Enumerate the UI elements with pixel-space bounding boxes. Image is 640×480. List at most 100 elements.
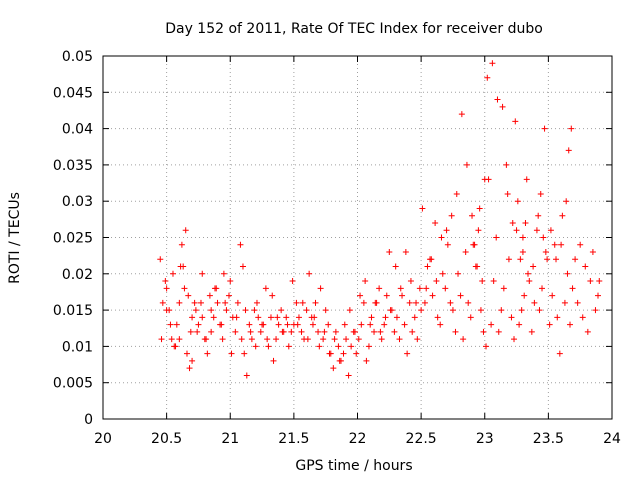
data-point <box>353 350 360 357</box>
data-point <box>191 299 198 306</box>
x-tick-label: 24 <box>603 431 621 447</box>
data-point <box>357 292 364 299</box>
data-point <box>222 299 229 306</box>
data-point <box>219 336 226 343</box>
x-tick-label: 21.5 <box>278 431 309 447</box>
data-point <box>495 328 502 335</box>
data-point <box>372 299 379 306</box>
data-point <box>183 350 190 357</box>
data-point <box>463 161 470 168</box>
data-point <box>572 256 579 263</box>
data-point <box>489 60 496 67</box>
data-point <box>519 234 526 241</box>
data-point <box>449 307 456 314</box>
data-point <box>443 227 450 234</box>
data-point <box>434 314 441 321</box>
data-point <box>197 299 204 306</box>
data-point <box>340 350 347 357</box>
data-point <box>269 292 276 299</box>
y-tick-label: 0.035 <box>53 158 93 174</box>
data-points <box>157 60 603 379</box>
data-point <box>220 270 227 277</box>
data-point <box>312 299 319 306</box>
data-point <box>429 292 436 299</box>
data-point <box>522 219 529 226</box>
data-point <box>341 321 348 328</box>
data-point <box>273 336 280 343</box>
data-point <box>315 328 322 335</box>
data-point <box>376 285 383 292</box>
data-point <box>206 292 213 299</box>
data-point <box>531 299 538 306</box>
data-point <box>331 336 338 343</box>
data-point <box>503 161 510 168</box>
data-point <box>540 234 547 241</box>
x-axis-label: GPS time / hours <box>295 458 412 474</box>
data-point <box>248 336 255 343</box>
data-point <box>467 314 474 321</box>
data-point <box>325 321 332 328</box>
data-point <box>518 307 525 314</box>
data-point <box>265 343 272 350</box>
data-point <box>381 321 388 328</box>
data-point <box>251 307 258 314</box>
data-point <box>158 336 165 343</box>
data-point <box>428 256 435 263</box>
data-point <box>167 321 174 328</box>
data-point <box>404 350 411 357</box>
data-point <box>432 219 439 226</box>
data-point <box>239 263 246 270</box>
data-point <box>558 241 565 248</box>
data-point <box>511 336 518 343</box>
data-point <box>475 227 482 234</box>
data-point <box>298 328 305 335</box>
data-point <box>309 321 316 328</box>
data-point <box>304 336 311 343</box>
data-point <box>362 278 369 285</box>
data-point <box>321 328 328 335</box>
data-point <box>322 307 329 314</box>
data-point <box>542 249 549 256</box>
data-point <box>567 321 574 328</box>
data-point <box>252 343 259 350</box>
data-point <box>584 328 591 335</box>
data-point <box>223 307 230 314</box>
data-point <box>192 307 199 314</box>
data-point <box>189 357 196 364</box>
data-point <box>225 292 232 299</box>
data-point <box>346 307 353 314</box>
data-point <box>355 336 362 343</box>
data-point <box>563 198 570 205</box>
data-point <box>413 299 420 306</box>
data-point <box>169 270 176 277</box>
x-tick-label: 20.5 <box>151 431 182 447</box>
data-point <box>232 328 239 335</box>
data-point <box>508 314 515 321</box>
data-point <box>460 336 467 343</box>
data-point <box>311 314 318 321</box>
data-point <box>335 343 342 350</box>
data-point <box>386 249 393 256</box>
data-point <box>330 365 337 372</box>
data-point <box>493 234 500 241</box>
data-point <box>574 299 581 306</box>
data-point <box>469 212 476 219</box>
data-point <box>203 336 210 343</box>
data-point <box>582 263 589 270</box>
data-point <box>187 328 194 335</box>
data-point <box>402 249 409 256</box>
data-point <box>505 256 512 263</box>
data-point <box>544 256 551 263</box>
data-point <box>283 314 290 321</box>
data-point <box>332 328 339 335</box>
data-point <box>537 190 544 197</box>
data-point <box>465 299 472 306</box>
data-point <box>561 299 568 306</box>
y-tick-label: 0.04 <box>62 122 93 138</box>
data-point <box>409 328 416 335</box>
data-point <box>278 307 285 314</box>
y-tick-label: 0.045 <box>53 85 93 101</box>
data-point <box>360 299 367 306</box>
y-tick-label: 0.02 <box>62 267 93 283</box>
data-point <box>565 147 572 154</box>
